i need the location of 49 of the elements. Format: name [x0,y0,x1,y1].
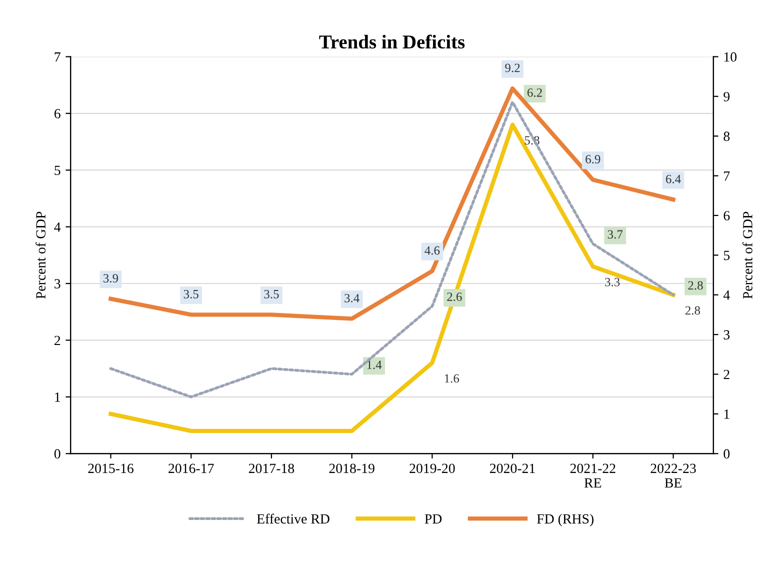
y2-tick-label: 6 [724,211,730,220]
y2-tick-label: 3 [724,330,730,340]
x-tick-label: 2021-22 RE [570,464,616,488]
y-tick-label: 2 [54,336,60,346]
legend-label: Effective RD [256,514,330,524]
y2-tick-label: 8 [724,132,730,142]
data-label: 2.8 [685,306,700,315]
x-tick-label: 2015-16 [88,464,134,474]
data-label: 3.9 [104,274,118,283]
y2-tick-label: 2 [724,370,730,380]
data-label: 3.5 [264,290,279,298]
y2-tick-label: 5 [724,250,730,260]
x-tick-label: 2016-17 [168,464,214,474]
y-tick-label: 0 [54,449,60,459]
chart-title: Trends in Deficits [319,34,465,49]
y-axis-title: Percent of GDP [36,212,46,299]
x-tick-label: 2022-23 BE [650,464,696,488]
data-label: 6.4 [666,174,681,184]
x-tick-label: 2019-20 [410,464,455,474]
data-label: 2.8 [688,281,703,290]
data-label: 3.3 [605,278,620,286]
legend-label: PD [424,514,442,524]
data-label: 6.2 [527,88,542,97]
x-tick-label: 2018-19 [329,464,374,474]
data-label: 4.6 [424,246,440,255]
data-label: 2.6 [447,292,462,302]
y2-tick-label: 0 [724,449,730,459]
y-tick-label: 5 [54,166,60,176]
y2-axis-title: Percent of GDP [742,212,752,299]
y2-tick-label: 1 [724,410,730,419]
y2-tick-label: 7 [724,171,730,181]
y-tick-label: 6 [54,109,60,118]
x-tick-label: 2020-21 [490,464,535,474]
data-label: 1.4 [367,360,382,370]
x-tick-label: 2017-18 [248,464,294,474]
y2-tick-label: 9 [724,92,730,102]
y-tick-label: 1 [55,392,60,402]
y-tick-label: 7 [54,52,60,62]
legend-label: FD (RHS) [537,514,594,526]
data-label: 6.9 [586,155,600,164]
data-label: 3.7 [608,230,623,239]
data-label: 3.5 [184,290,198,298]
y2-tick-label: 10 [724,52,737,62]
data-label: 1.6 [444,374,460,383]
y-tick-label: 3 [54,279,60,288]
y2-tick-label: 4 [723,290,730,300]
data-label: 9.2 [505,64,520,72]
y-tick-label: 4 [54,222,61,232]
data-label: 3.4 [344,294,360,302]
